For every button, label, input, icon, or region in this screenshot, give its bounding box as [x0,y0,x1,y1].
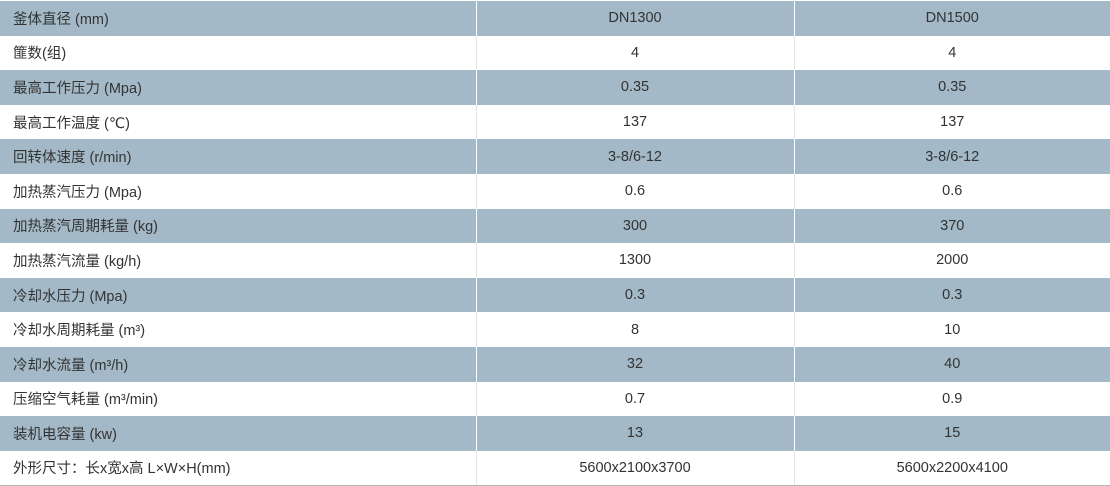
table-row: 冷却水周期耗量 (m³) 8 10 [0,312,1110,347]
row-label: 加热蒸汽压力 (Mpa) [0,173,477,209]
table-row: 加热蒸汽周期耗量 (kg) 300 370 [0,208,1110,244]
table-row: 加热蒸汽压力 (Mpa) 0.6 0.6 [0,173,1110,209]
cell-value: 15 [794,416,1110,451]
cell-value: 4 [476,35,795,71]
cell-value: 8 [476,312,795,347]
cell-value: 0.3 [794,277,1110,313]
row-label: 冷却水流量 (m³/h) [0,346,477,382]
cell-value: 0.6 [476,173,795,209]
cell-value: 137 [794,104,1110,140]
table-row: 压缩空气耗量 (m³/min) 0.7 0.9 [0,381,1110,417]
row-label: 装机电容量 (kw) [0,416,477,451]
table-row: 冷却水流量 (m³/h) 32 40 [0,346,1110,382]
cell-value: 0.35 [476,70,795,105]
cell-value: 40 [794,346,1110,382]
row-label: 最高工作温度 (℃) [0,104,477,140]
table-row: 装机电容量 (kw) 13 15 [0,416,1110,451]
cell-value: 370 [794,208,1110,244]
cell-value: 2000 [794,243,1110,278]
cell-value: DN1500 [794,1,1110,36]
table-row: 最高工作温度 (℃) 137 137 [0,104,1110,140]
cell-value: 137 [476,104,795,140]
cell-value: 1300 [476,243,795,278]
table-row: 冷却水压力 (Mpa) 0.3 0.3 [0,277,1110,313]
cell-value: 0.7 [476,381,795,417]
cell-value: 13 [476,416,795,451]
cell-value: 32 [476,346,795,382]
cell-value: 5600x2200x4100 [794,450,1110,486]
cell-value: 10 [794,312,1110,347]
cell-value: 300 [476,208,795,244]
row-label: 釜体直径 (mm) [0,1,477,36]
table-row: 最高工作压力 (Mpa) 0.35 0.35 [0,70,1110,105]
cell-value: 0.3 [476,277,795,313]
table-row: 回转体速度 (r/min) 3-8/6-12 3-8/6-12 [0,139,1110,174]
table-row: 篚数(组) 4 4 [0,35,1110,71]
row-label: 加热蒸汽流量 (kg/h) [0,243,477,278]
row-label: 压缩空气耗量 (m³/min) [0,381,477,417]
cell-value: 4 [794,35,1110,71]
row-label: 冷却水压力 (Mpa) [0,277,477,313]
table-row: 加热蒸汽流量 (kg/h) 1300 2000 [0,243,1110,278]
row-label: 篚数(组) [0,35,477,71]
cell-value: 3-8/6-12 [794,139,1110,174]
row-label: 冷却水周期耗量 (m³) [0,312,477,347]
cell-value: 0.9 [794,381,1110,417]
cell-value: DN1300 [476,1,795,36]
cell-value: 5600x2100x3700 [476,450,795,486]
cell-value: 0.6 [794,173,1110,209]
row-label: 最高工作压力 (Mpa) [0,70,477,105]
row-label: 加热蒸汽周期耗量 (kg) [0,208,477,244]
cell-value: 3-8/6-12 [476,139,795,174]
row-label: 外形尺寸：长x宽x高 L×W×H(mm) [0,450,477,486]
row-label: 回转体速度 (r/min) [0,139,477,174]
table-row: 外形尺寸：长x宽x高 L×W×H(mm) 5600x2100x3700 5600x2… [0,450,1110,486]
table-row: 釜体直径 (mm) DN1300 DN1500 [0,1,1110,36]
cell-value: 0.35 [794,70,1110,105]
